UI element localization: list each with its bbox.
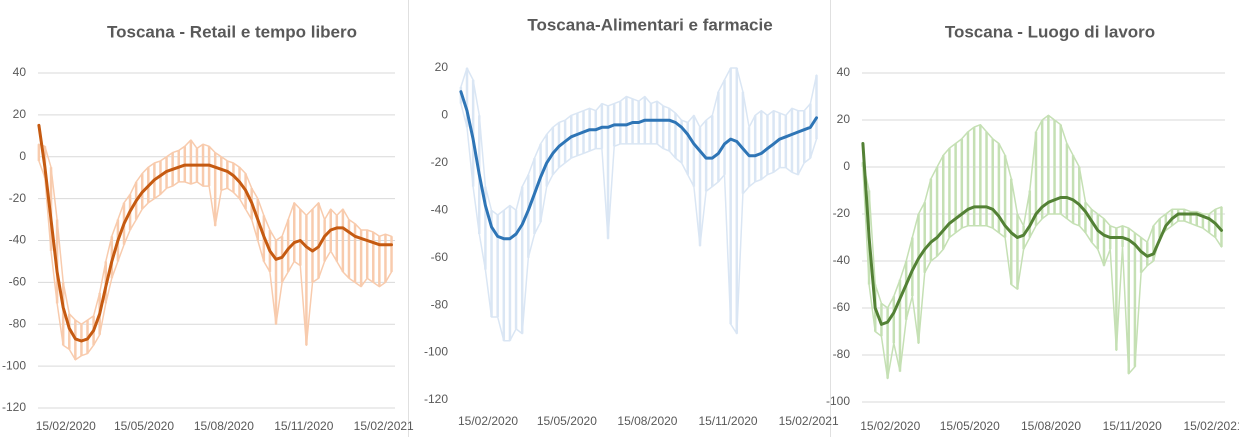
y-tick-label: 20 (13, 107, 27, 121)
y-tick-label: 40 (13, 65, 27, 79)
x-tick-label: 15/02/2020 (458, 414, 518, 428)
x-tick-label: 15/11/2020 (274, 419, 333, 433)
y-tick-label: -60 (9, 275, 27, 289)
y-tick-label: -20 (9, 191, 27, 205)
y-tick-label: -80 (833, 347, 851, 361)
y-tick-label: 40 (837, 65, 851, 79)
trend-line (861, 142, 1223, 326)
daily-line (460, 102, 818, 342)
x-tick-label: 15/11/2020 (1103, 419, 1162, 433)
x-tick-label: 15/08/2020 (194, 419, 254, 433)
x-tick-label: 15/05/2020 (114, 419, 174, 433)
x-tick-label: 15/05/2020 (940, 419, 1000, 433)
y-tick-label: 20 (435, 60, 449, 74)
y-tick-label: -40 (431, 202, 449, 216)
x-tick-label: 15/02/2020 (36, 419, 96, 433)
x-tick-label: 15/02/2020 (860, 419, 920, 433)
x-tick-label: 15/08/2020 (617, 414, 677, 428)
daily-line (38, 160, 393, 361)
y-tick-label: -100 (424, 345, 448, 359)
x-tick-label: 15/08/2020 (1021, 419, 1081, 433)
x-tick-label: 15/11/2020 (698, 414, 757, 428)
y-tick-label: -40 (833, 253, 851, 267)
x-tick-label: 15/02/2021 (779, 414, 839, 428)
daily-line (862, 114, 1223, 309)
y-tick-label: -40 (9, 233, 27, 247)
y-tick-label: -80 (431, 297, 449, 311)
trend-line (37, 123, 393, 343)
y-tick-label: 0 (441, 108, 448, 122)
y-tick-label: -20 (833, 206, 851, 220)
trend-line (459, 90, 818, 241)
chart-title: Toscana - Retail e tempo libero (107, 22, 357, 41)
daily-line (460, 67, 818, 216)
y-tick-label: -20 (431, 155, 449, 169)
x-tick-label: 15/02/2021 (1183, 419, 1239, 433)
panel-divider (408, 0, 409, 437)
chart-title: Toscana - Luogo di lavoro (945, 22, 1155, 41)
x-tick-label: 15/02/2021 (354, 419, 414, 433)
y-tick-label: 0 (843, 159, 850, 173)
y-tick-label: 20 (837, 112, 851, 126)
panel-divider (830, 0, 831, 437)
y-tick-label: -60 (833, 300, 851, 314)
y-tick-label: -80 (9, 316, 27, 330)
y-tick-label: -120 (424, 392, 448, 406)
y-tick-label: -60 (431, 250, 449, 264)
y-tick-label: -120 (2, 400, 26, 414)
daily-line (38, 139, 393, 326)
x-tick-label: 15/05/2020 (537, 414, 597, 428)
y-tick-label: -100 (2, 358, 26, 372)
y-tick-label: 0 (19, 149, 26, 163)
chart-title: Toscana-Alimentari e farmacie (527, 15, 772, 34)
y-tick-label: -100 (826, 394, 850, 408)
